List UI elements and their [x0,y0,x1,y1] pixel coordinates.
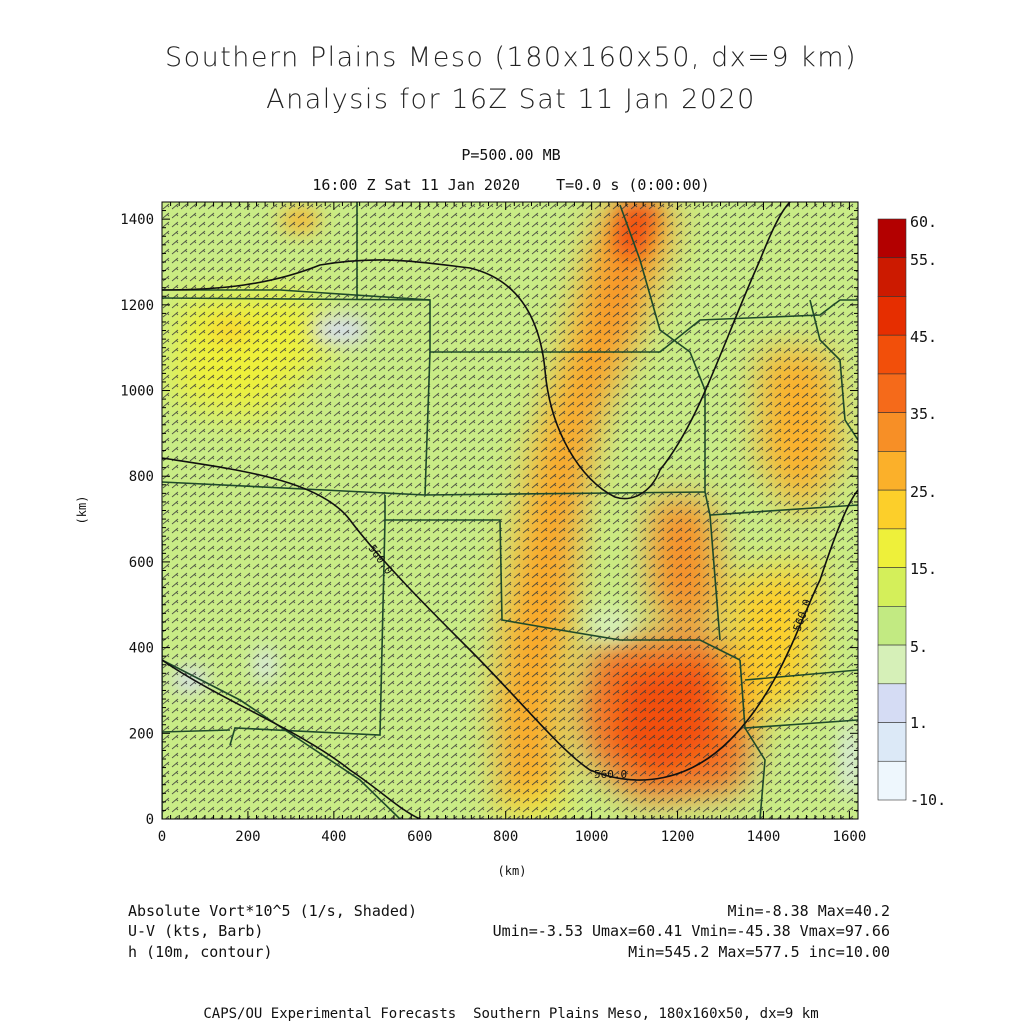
y-tick-label: 400 [129,641,154,657]
x-tick-label: 600 [407,829,432,845]
colorbar-label: 60. [910,213,937,231]
x-tick-label: 1000 [575,829,609,845]
colorbar-label: 1. [910,714,928,732]
pressure-level: P=500.00 MB [461,146,561,164]
y-tick-label: 200 [129,726,154,742]
y-tick-label: 0 [146,812,154,828]
contour-label: 560.0 [594,768,627,781]
footer-field2: U-V (kts, Barb) [128,922,264,940]
y-tick-label: 600 [129,555,154,571]
x-tick-label: 1200 [661,829,695,845]
x-tick-label: 200 [235,829,260,845]
colorbar-swatch [877,373,907,413]
y-tick-label: 1200 [120,298,154,314]
colorbar-label: 15. [910,560,937,578]
colorbar-swatch [877,296,907,336]
vorticity-shading [162,202,858,819]
footer-field3-range: Min=545.2 Max=577.5 inc=10.00 [628,943,890,961]
colorbar-swatch [877,567,907,607]
colorbar-label: 5. [910,638,928,656]
colorbar-swatch [877,606,907,646]
y-tick-label: 800 [129,469,154,485]
footer-field3: h (10m, contour) [128,943,273,961]
colorbar-swatch [877,683,907,723]
x-tick-label: 0 [158,829,166,845]
colorbar-swatch [877,412,907,452]
y-axis-label: (km) [75,496,89,525]
colorbar-label: -10. [910,791,946,809]
valid-time: 16:00 Z Sat 11 Jan 2020 T=0.0 s (0:00:00… [312,176,710,194]
colorbar-label: 45. [910,328,937,346]
colorbar-swatch [877,528,907,568]
credit-line: CAPS/OU Experimental Forecasts Southern … [203,1006,819,1022]
colorbar-swatch [877,218,907,259]
height-contours [162,202,858,819]
colorbar-swatch [877,451,907,491]
chart-subtitle: Analysis for 16Z Sat 11 Jan 2020 [266,84,756,115]
footer-field1-range: Min=-8.38 Max=40.2 [727,902,890,920]
colorbar-swatch [877,334,907,375]
colorbar-label: 25. [910,483,937,501]
colorbar-label: 55. [910,251,937,269]
y-tick-label: 1000 [120,384,154,400]
x-tick-label: 1400 [747,829,781,845]
y-tick-label: 1400 [120,212,154,228]
colorbar: 60. 55. 45. 35. 25. 15. 5. 1. -10. [877,213,946,809]
colorbar-swatch [877,489,907,530]
footer-field2-range: Umin=-3.53 Umax=60.41 Vmin=-45.38 Vmax=9… [492,922,890,940]
colorbar-label: 35. [910,405,937,423]
x-tick-label: 400 [321,829,346,845]
colorbar-swatch [877,257,907,297]
chart-title: Southern Plains Meso (180x160x50, dx=9 k… [164,42,858,73]
x-axis-label: (km) [498,864,527,878]
state-borders [162,202,858,819]
footer-field1: Absolute Vort*10^5 (1/s, Shaded) [128,902,417,920]
x-tick-label: 800 [493,829,518,845]
x-tick-label: 1600 [833,829,867,845]
colorbar-swatch [877,722,907,762]
colorbar-swatch [877,760,907,801]
colorbar-swatch [877,644,907,685]
